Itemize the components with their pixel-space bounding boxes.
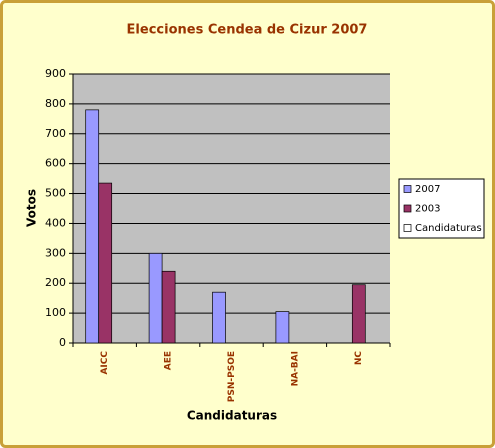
bar (351, 284, 366, 344)
y-tick-label: 100 (45, 306, 66, 319)
bar (148, 252, 163, 344)
x-tick-label: PSN-PSOE (227, 351, 237, 402)
bar (98, 182, 113, 344)
legend-label: 2003 (415, 204, 440, 215)
legend-label: 2007 (415, 184, 440, 195)
y-tick-label: 0 (59, 336, 66, 349)
y-tick-label: 500 (45, 187, 66, 200)
legend (398, 178, 485, 239)
bar (275, 311, 290, 344)
x-tick-label: AEE (164, 351, 174, 370)
y-tick-label: 800 (45, 97, 66, 110)
y-tick-label: 700 (45, 127, 66, 140)
x-tick-label: NC (354, 351, 364, 366)
y-axis-title: Votos (25, 189, 39, 227)
bar (212, 291, 226, 344)
legend-swatch (403, 224, 412, 232)
x-axis-title: Candidaturas (187, 409, 277, 423)
bar (161, 270, 176, 344)
chart-title: Elecciones Cendea de Cizur 2007 (127, 23, 368, 38)
bar (85, 109, 100, 344)
legend-swatch (403, 204, 412, 213)
y-tick-label: 200 (45, 276, 66, 289)
x-tick-label: AICC (100, 351, 110, 375)
x-tick-label: NA-BAI (290, 351, 300, 386)
y-tick-label: 400 (45, 216, 66, 229)
y-tick-label: 600 (45, 157, 66, 170)
y-tick-label: 300 (45, 246, 66, 259)
y-tick-label: 900 (45, 67, 66, 80)
legend-swatch (403, 185, 412, 193)
legend-label: Candidaturas (415, 223, 482, 234)
plot-area (73, 74, 390, 343)
